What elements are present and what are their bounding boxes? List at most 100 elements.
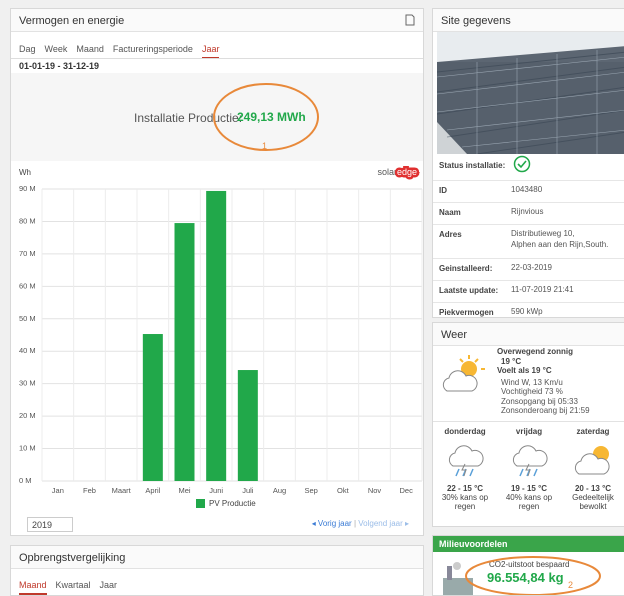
y-tick-label: 70 M: [19, 249, 36, 258]
year-nav: ◂ Vorig jaar | Volgend jaar ▸: [312, 519, 409, 528]
info-row: Adres Distributieweg 10,Alphen aan den Ri…: [433, 224, 624, 255]
forecast-line: 40% kans op: [497, 493, 561, 502]
row-value: 11-07-2019 21:41: [511, 284, 574, 295]
x-tick-label: Aug: [273, 486, 286, 495]
separator: |: [354, 519, 356, 528]
value-line: Distributieweg 10,: [511, 228, 608, 239]
forecast-icon: [573, 440, 613, 480]
logo-part: solar: [377, 167, 397, 177]
tab[interactable]: Maand: [19, 580, 47, 595]
value-line: 11-07-2019 21:41: [511, 284, 574, 295]
year-select[interactable]: 2019: [27, 517, 73, 532]
panel-title: Weer: [441, 329, 467, 341]
row-label: Piekvermogen: [439, 308, 494, 317]
x-tick-label: Okt: [337, 486, 350, 495]
row-label: Naam: [439, 208, 461, 217]
panel-header: Vermogen en energie: [11, 9, 423, 32]
environment-panel: Milieuvoordelen CO2-uitstoot bespaard 96…: [432, 535, 624, 596]
chart: Wh solaredge 0 M10 M20 M30 M40 M50 M60 M…: [11, 161, 424, 513]
x-tick-label: Sep: [304, 486, 317, 495]
forecast-icon: [445, 440, 485, 480]
tab[interactable]: Factureringsperiode: [113, 44, 193, 54]
bar: [238, 370, 258, 481]
next-year[interactable]: Volgend jaar ▸: [358, 519, 409, 528]
panel-header: Milieuvoordelen: [433, 536, 624, 552]
year: 2019: [32, 520, 52, 530]
tab[interactable]: Jaar: [202, 44, 220, 59]
y-tick-label: 30 M: [19, 379, 36, 388]
panel-title: Milieuvoordelen: [439, 539, 508, 549]
annotation-ellipse: [463, 554, 603, 596]
forecast-temp: 19 - 15 °C: [497, 484, 561, 493]
tab[interactable]: Week: [45, 44, 68, 54]
x-tick-label: Juli: [242, 486, 254, 495]
site-panel: Site gegevens Status installatie: ID1043…: [432, 8, 624, 318]
value-line: 590 kWp: [511, 306, 543, 317]
y-tick-label: 20 M: [19, 411, 36, 420]
bar: [206, 191, 226, 481]
day: zaterdag: [561, 427, 624, 436]
value-line: 22-03-2019: [511, 262, 552, 273]
period: 01-01-19 - 31-12-19: [19, 61, 99, 71]
y-tick-label: 10 M: [19, 444, 36, 453]
period-row: 01-01-19 - 31-12-19: [11, 58, 423, 74]
info-row: NaamRijnvious: [433, 202, 624, 221]
panel-title: Opbrengstvergelijking: [19, 552, 125, 564]
site-photo: [437, 32, 624, 154]
tab[interactable]: Dag: [19, 44, 36, 54]
page: Vermogen en energie Dag Week Maand Facturer…: [0, 0, 624, 596]
forecast-line: regen: [497, 502, 561, 511]
panel-header: Weer: [433, 323, 624, 346]
panel-header: Site gegevens: [433, 9, 624, 32]
x-tick-label: April: [145, 486, 160, 495]
y-unit: Wh: [19, 168, 31, 177]
tab[interactable]: Jaar: [100, 580, 118, 590]
row-value: 22-03-2019: [511, 262, 552, 273]
day: donderdag: [433, 427, 497, 436]
prev-year[interactable]: ◂ Vorig jaar: [312, 519, 352, 528]
logo: solaredge: [377, 167, 417, 177]
value-line: Alphen aan den Rijn,South.: [511, 239, 608, 250]
temp: 19 °C: [501, 357, 590, 367]
panel-header: Opbrengstvergelijking: [11, 546, 423, 569]
bar: [143, 334, 163, 481]
x-tick-label: Dec: [399, 486, 413, 495]
status-label: Status installatie:: [439, 161, 505, 170]
summary: Overwegend zonnig: [497, 347, 590, 357]
comparison-panel: Opbrengstvergelijking Maand Kwartaal Jaar: [10, 545, 424, 596]
info-row: Laatste update: 11-07-2019 21:41: [433, 280, 624, 299]
value-line: 1043480: [511, 184, 542, 195]
bar: [175, 223, 195, 481]
forecast-line: bewolkt: [561, 502, 624, 511]
legend-swatch: [196, 499, 205, 508]
export-icon[interactable]: [405, 14, 415, 26]
logo-part: edge: [397, 167, 417, 177]
tab[interactable]: Maand: [76, 44, 104, 54]
info-row: Piekvermogen 590 kWp: [433, 302, 624, 318]
weather-detail: Zonsopgang bij 05:33: [501, 397, 590, 407]
forecast-temp: 20 - 13 °C: [561, 484, 624, 493]
y-tick-label: 90 M: [19, 184, 36, 193]
row-value: 1043480: [511, 184, 542, 195]
row-label: Geinstalleerd:: [439, 264, 492, 273]
forecast-line: 30% kans op: [433, 493, 497, 502]
forecast-temp: 22 - 15 °C: [433, 484, 497, 493]
x-tick-label: Mei: [178, 486, 190, 495]
forecast-line: Gedeeltelijk: [561, 493, 624, 502]
row-label: Laatste update:: [439, 286, 498, 295]
x-tick-label: Jan: [52, 486, 64, 495]
forecast-icon: [509, 440, 549, 480]
x-tick-label: Juni: [209, 486, 223, 495]
forecast-line: regen: [433, 502, 497, 511]
weather-now: Overwegend zonnig 19 °C Voelt als 19 °C …: [497, 347, 590, 416]
row-value: Distributieweg 10,Alphen aan den Rijn,So…: [511, 228, 608, 250]
weather-detail: Vochtigheid 73 %: [501, 387, 590, 397]
row-label: Adres: [439, 230, 462, 239]
tab[interactable]: Kwartaal: [56, 580, 91, 590]
status-icon: [513, 155, 531, 173]
weather-icon: [439, 353, 489, 397]
